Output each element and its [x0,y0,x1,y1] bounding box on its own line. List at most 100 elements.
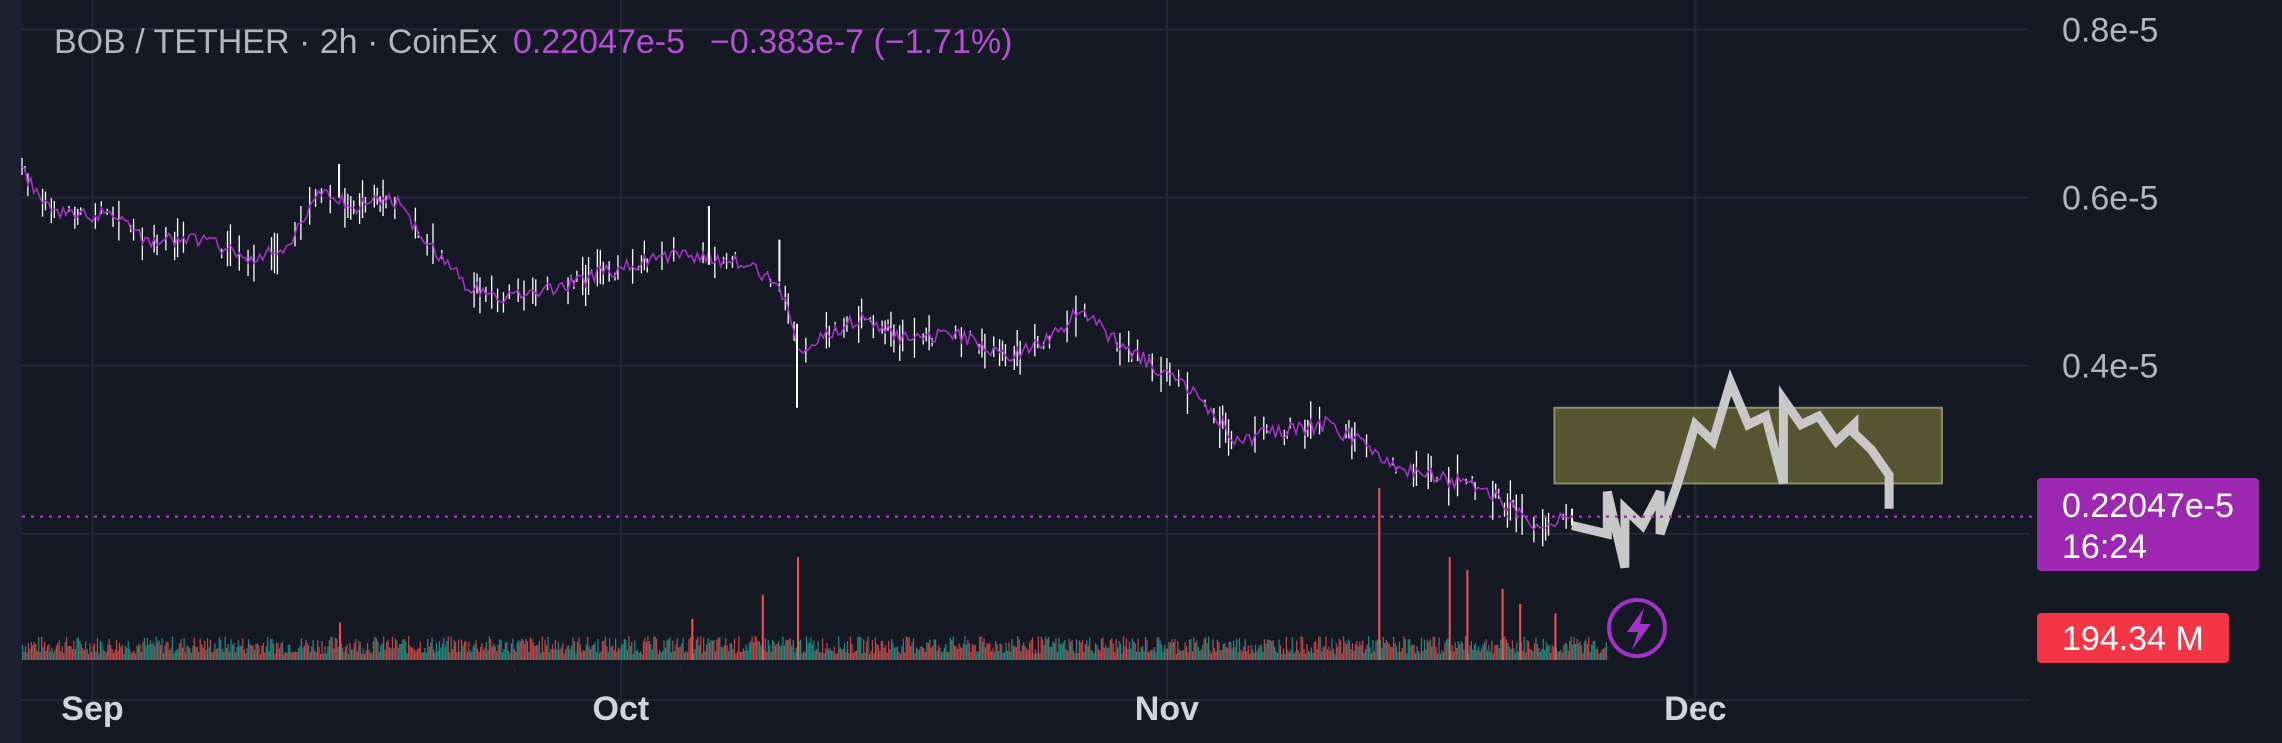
volume-bar [983,638,985,660]
volume-bar [1334,653,1336,660]
volume-bar [296,652,298,660]
volume-bar [1293,653,1295,660]
volume-bar [813,640,815,660]
volume-bar [1193,637,1195,660]
volume-bar [923,648,925,660]
volume-bars [22,487,1607,660]
price-axis[interactable]: 0.8e-5 0.6e-5 0.4e-5 [2062,11,2158,385]
volume-value: 194.34 M [2062,620,2204,658]
volume-bar [1382,636,1384,660]
volume-bar [1156,637,1158,660]
volume-bar [659,649,661,660]
volume-bar [559,649,561,660]
volume-bar [600,651,602,660]
volume-bar [89,643,91,660]
volume-bar [327,646,329,660]
volume-bar [631,642,633,660]
volume-bar [209,639,212,660]
volume-bar [1294,651,1296,660]
volume-bar [412,647,414,660]
volume-bar [1552,646,1555,660]
volume-bar [1494,645,1496,660]
volume-bar [1348,641,1351,660]
volume-bar [434,652,436,660]
volume-bar [1012,645,1014,660]
volume-bar [683,652,686,660]
volume-bar [364,653,366,660]
volume-bar [1059,644,1061,660]
volume-bar [1237,652,1239,660]
volume-badge: 194.34 M [2037,613,2229,663]
volume-bar [281,641,284,660]
volume-bar [786,640,788,660]
volume-bar [79,640,81,660]
volume-bar [754,636,756,660]
volume-bar [984,647,987,660]
volume-bar [142,642,144,660]
volume-bar [1580,645,1583,660]
volume-bar [130,652,132,660]
volume-bar [394,639,397,660]
volume-bar [685,651,687,660]
volume-bar [1589,652,1591,660]
volume-bar [1345,644,1348,660]
volume-bar [1586,643,1588,660]
volume-bar [49,651,52,660]
time-axis[interactable]: Sep Oct Nov Dec [61,690,1726,728]
volume-bar [211,652,213,660]
volume-bar [501,652,504,660]
volume-bar [1122,636,1125,660]
volume-bar [1435,646,1437,660]
volume-bar [529,637,532,660]
lightning-bolt-icon[interactable] [1607,598,1667,658]
volume-bar [1001,644,1003,660]
volume-bar [842,648,844,660]
volume-bar [1206,643,1208,660]
volume-bar [882,640,884,660]
price-tick-label: 0.4e-5 [2062,348,2158,386]
volume-bar [581,652,583,660]
volume-bar [198,651,200,660]
volume-bar [1271,641,1273,660]
volume-bar [845,651,847,660]
volume-bar [193,637,195,660]
volume-bar [817,641,819,660]
date-tick-label: Oct [593,690,650,728]
volume-bar [452,649,454,660]
volume-bar [93,643,96,660]
volume-bar [1257,648,1260,660]
volume-bar [672,640,674,660]
volume-bar [202,647,204,660]
volume-bar [1128,641,1130,660]
badge-countdown: 16:24 [2062,528,2147,566]
volume-bar [499,639,501,660]
volume-bar [88,653,90,660]
drawing-path[interactable] [1570,369,1894,569]
volume-bar [888,641,890,660]
volume-bar [1203,638,1205,660]
volume-bar [1444,642,1446,660]
volume-bar [1466,570,1469,660]
volume-bar [1265,643,1267,660]
volume-bar [799,639,802,660]
volume-bar [311,646,313,660]
volume-bar [977,651,979,660]
volume-bar [319,653,322,660]
volume-bar [1118,641,1120,660]
volume-bar [205,649,207,660]
volume-bar [1501,588,1504,660]
volume-bar [816,649,818,660]
volume-bar [1500,639,1502,660]
volume-bar [38,637,40,660]
volume-bar [992,648,994,660]
volume-bar [287,645,289,660]
volume-bar [1548,644,1550,660]
volume-bar [645,641,648,660]
volume-bar [1602,648,1605,660]
volume-bar [1516,642,1518,660]
volume-bar [1588,637,1590,660]
volume-bar [184,652,187,660]
volume-bar [943,647,946,660]
